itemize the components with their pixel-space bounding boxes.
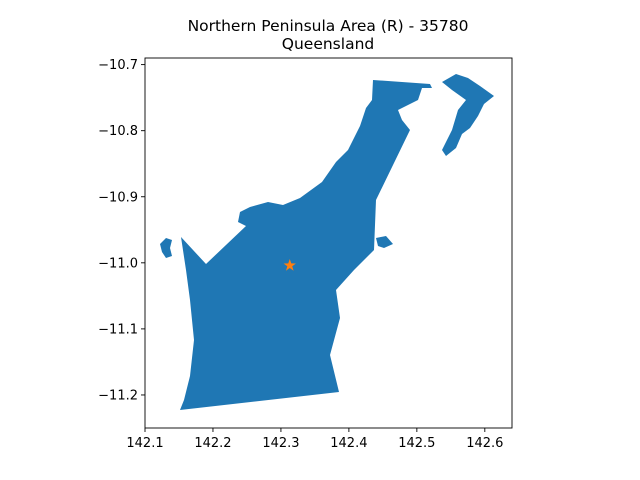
region-island-east: [442, 74, 494, 156]
region-islet-east: [376, 236, 393, 248]
x-axis: 142.1 142.2 142.3 142.4 142.5 142.6: [126, 428, 503, 451]
x-tick-label: 142.3: [262, 436, 299, 451]
y-axis: −10.7 −10.8 −10.9 −11.0 −11.1 −11.2: [98, 58, 145, 403]
y-tick-label: −11.0: [98, 256, 138, 271]
y-tick-label: −11.2: [98, 388, 138, 403]
star-marker: [283, 258, 296, 271]
x-tick-label: 142.2: [194, 436, 231, 451]
region-mainland: [180, 80, 432, 410]
region-islet-west: [160, 238, 172, 258]
x-tick-label: 142.1: [126, 436, 163, 451]
x-tick-label: 142.6: [466, 436, 503, 451]
y-tick-label: −10.7: [98, 58, 138, 73]
x-tick-label: 142.4: [330, 436, 367, 451]
axes-frame: [144, 57, 513, 429]
y-tick-label: −11.1: [98, 322, 138, 337]
y-tick-label: −10.8: [98, 124, 138, 139]
marker-layer: [283, 258, 296, 271]
y-tick-label: −10.9: [98, 190, 138, 205]
x-tick-label: 142.5: [398, 436, 435, 451]
region-shapes: [160, 74, 494, 410]
title-line-1: Northern Peninsula Area (R) - 35780: [188, 17, 469, 35]
title-line-2: Queensland: [282, 35, 374, 53]
